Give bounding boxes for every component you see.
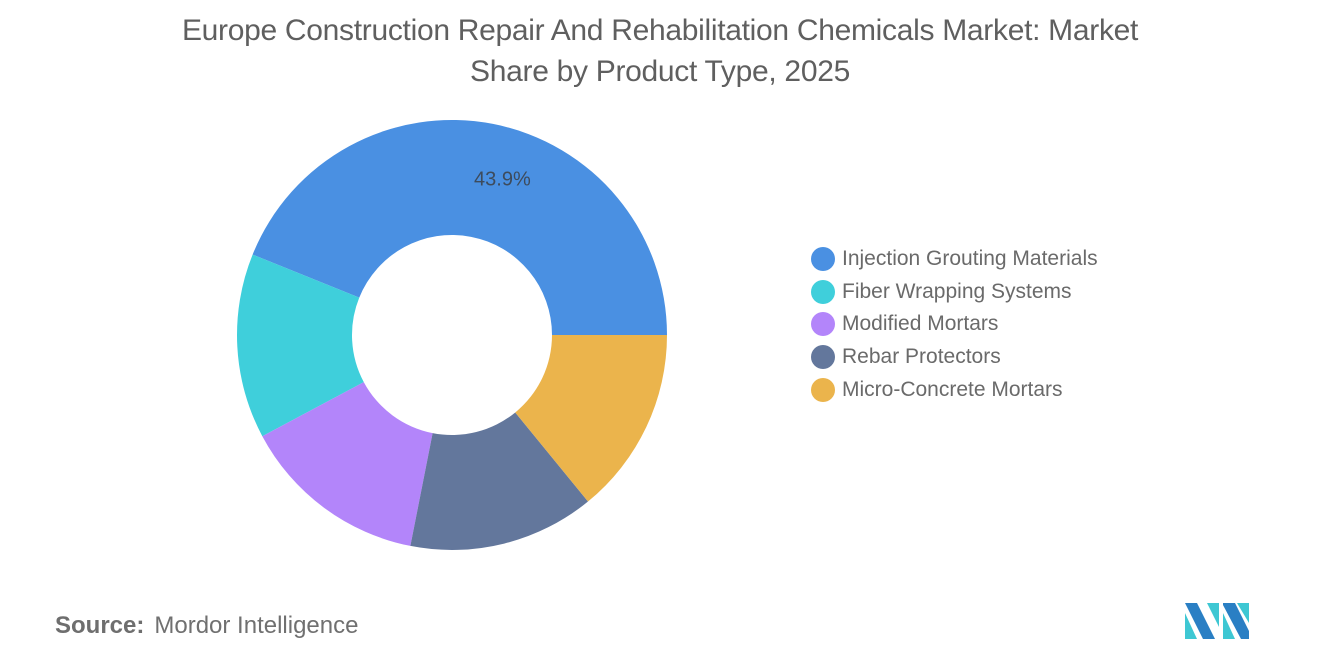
chart-title: Europe Construction Repair And Rehabilit… <box>0 10 1320 92</box>
legend-label: Injection Grouting Materials <box>842 247 1098 271</box>
mordor-intelligence-logo-icon <box>1185 603 1249 639</box>
chart-title-line-1: Europe Construction Repair And Rehabilit… <box>181 14 1139 47</box>
donut-segment[interactable] <box>262 382 433 546</box>
legend-label: Fiber Wrapping Systems <box>842 279 1072 303</box>
donut-segment[interactable] <box>515 335 667 502</box>
chart-title-line-2: Share by Product Type, 2025 <box>470 55 850 88</box>
legend-swatch-icon <box>811 247 835 272</box>
legend-swatch-icon <box>811 345 835 370</box>
legend-label: Modified Mortars <box>842 312 999 336</box>
legend-label: Micro-Concrete Mortars <box>842 377 1063 401</box>
source-value: Mordor Intelligence <box>154 612 359 639</box>
source-note: Source: Mordor Intelligence <box>55 612 358 640</box>
donut-segment[interactable] <box>236 254 364 437</box>
legend-item[interactable]: Micro-Concrete Mortars <box>811 373 1098 406</box>
data-label: 43.9% <box>474 168 531 190</box>
legend-item[interactable]: Fiber Wrapping Systems <box>811 276 1098 309</box>
legend-swatch-icon <box>811 377 835 402</box>
legend-swatch-icon <box>811 279 835 304</box>
legend-item[interactable]: Injection Grouting Materials <box>811 243 1098 276</box>
legend-item[interactable]: Modified Mortars <box>811 308 1098 341</box>
donut-segment[interactable] <box>252 119 667 336</box>
donut-segment[interactable] <box>410 412 589 550</box>
legend-item[interactable]: Rebar Protectors <box>811 341 1098 374</box>
legend: Injection Grouting Materials Fiber Wrapp… <box>811 243 1098 406</box>
legend-label: Rebar Protectors <box>842 345 1001 369</box>
legend-swatch-icon <box>811 312 835 337</box>
source-label: Source: <box>55 612 145 639</box>
